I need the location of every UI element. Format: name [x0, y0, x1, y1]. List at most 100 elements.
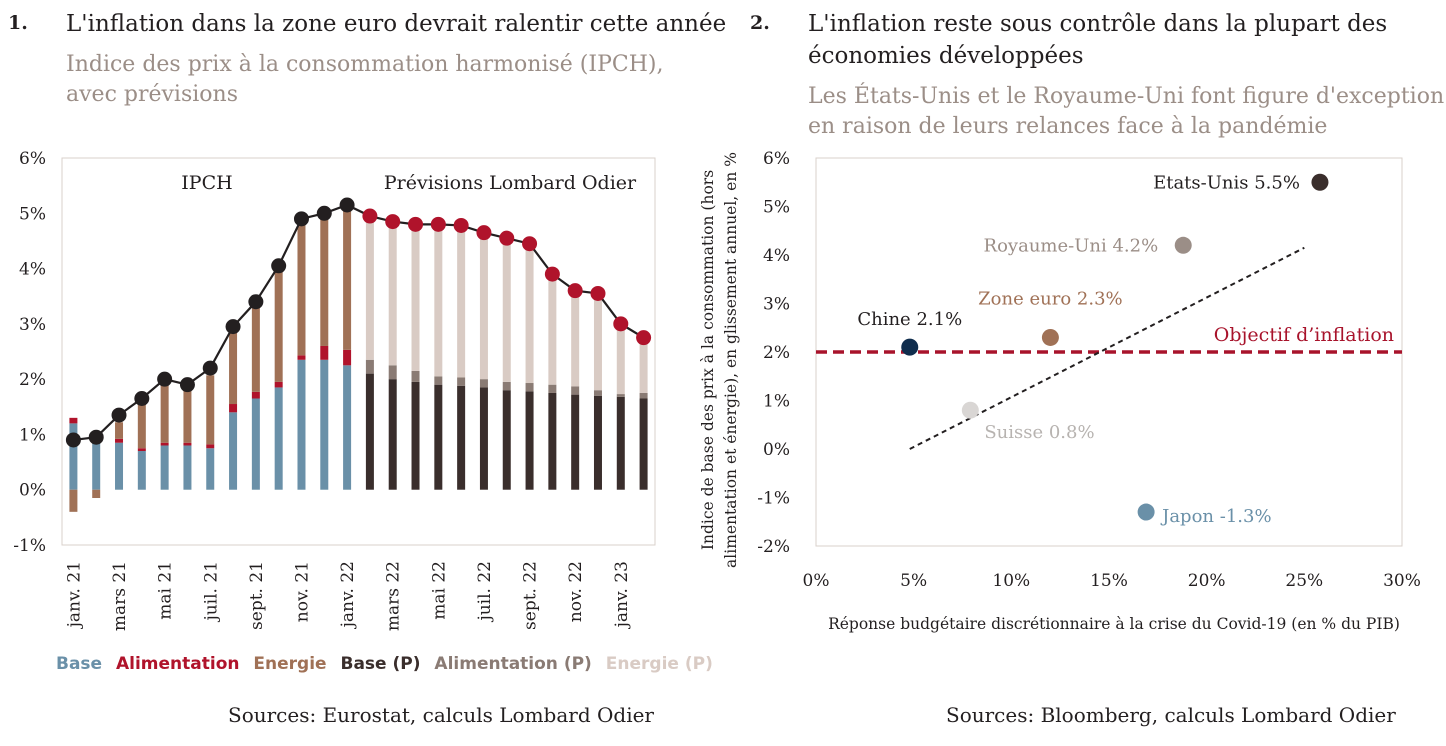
bar-segment-energy: [206, 375, 215, 445]
bar-segment-food_p: [525, 383, 534, 392]
bar-segment-base_p: [571, 394, 580, 490]
bar-segment-energy_p: [571, 289, 580, 387]
bar-segment-energy: [251, 306, 260, 392]
ipch-point: [225, 319, 241, 335]
bar-segment-base: [160, 445, 169, 490]
y-tick-label: 1%: [763, 392, 790, 412]
bar-segment-food_p: [593, 390, 602, 396]
chart1-subtitle-1: Indice des prix à la consommation harmon…: [66, 52, 664, 77]
bar-segment-food: [251, 391, 260, 399]
bar-segment-base_p: [502, 390, 511, 490]
bar-segment-base_p: [639, 398, 648, 490]
forecast-point: [385, 214, 401, 230]
bar-segment-energy_p: [479, 232, 488, 380]
chart1-source: Sources: Eurostat, calculs Lombard Odier: [228, 703, 654, 727]
point-name: Royaume-Uni: [984, 235, 1113, 256]
bar-segment-energy_p: [411, 224, 420, 371]
y-tick-label: 0%: [763, 440, 790, 460]
y-tick-label: -1%: [757, 489, 790, 509]
annotation-ipch: IPCH: [181, 172, 232, 194]
legend-energy-p: Energie (P): [605, 654, 713, 674]
bar-segment-energy_p: [457, 225, 466, 378]
bar-segment-food: [206, 444, 215, 449]
legend-base-p: Base (P): [340, 654, 421, 674]
bar-segment-base: [229, 412, 238, 490]
legend-base: Base: [56, 654, 103, 674]
annotation-forecast: Prévisions Lombard Odier: [384, 172, 637, 194]
x-tick-label: juil. 22: [475, 561, 495, 623]
bar-segment-energy: [115, 422, 124, 439]
bar-segment-base_p: [365, 373, 374, 490]
y-tick-label: 4%: [19, 260, 46, 280]
ipch-point: [179, 377, 195, 393]
bar-segment-base: [274, 387, 283, 490]
bar-segment-food_p: [457, 377, 466, 386]
y-axis-label-2: alimentation et énergie), en glissement …: [722, 152, 740, 568]
forecast-point: [430, 216, 446, 232]
ipch-point: [65, 432, 81, 448]
bar-segment-food_p: [616, 394, 625, 397]
ipch-point: [339, 197, 355, 213]
bar-segment-base_p: [616, 396, 625, 490]
bar-segment-food: [160, 442, 169, 446]
chart1-legend: Base Alimentation Energie Base (P) Alime…: [56, 654, 721, 674]
x-tick-label: mai 21: [156, 561, 176, 620]
point-label-suisse: Suisse 0.8%: [984, 422, 1094, 443]
legend-energy: Energie: [253, 654, 327, 674]
x-tick-label: 20%: [1188, 571, 1226, 591]
ipch-line: [73, 203, 645, 442]
bar-segment-food_p: [571, 386, 580, 395]
x-tick-label: janv. 22: [338, 561, 358, 629]
point-name: Zone euro: [978, 288, 1077, 309]
bar-segment-food_p: [434, 376, 443, 385]
chart2-subtitle-1: Les États-Unis et le Royaume-Uni font fi…: [808, 84, 1445, 109]
x-tick-label: juil. 21: [201, 561, 221, 623]
forecast-point: [362, 208, 378, 224]
bar-segment-base_p: [411, 381, 420, 490]
point-label-zone-euro: Zone euro 2.3%: [978, 288, 1122, 309]
bar-segment-food: [137, 448, 146, 452]
chart2-number: 2.: [750, 12, 770, 34]
forecast-point: [590, 285, 606, 301]
bar-segment-energy_p: [593, 293, 602, 391]
bar-segment-food_p: [548, 384, 557, 393]
x-tick-label: 0%: [803, 571, 830, 591]
inflation-target-label: Objectif d’inflation: [1214, 324, 1394, 346]
x-tick-label: nov. 21: [292, 561, 312, 622]
bar-segment-base: [137, 451, 146, 490]
ipch-point: [88, 429, 104, 445]
chart1-title: L'inflation dans la zone euro devrait ra…: [66, 11, 727, 37]
bar-segment-base: [92, 442, 101, 490]
bar-segment-base_p: [479, 387, 488, 490]
bar-segment-base: [297, 359, 306, 490]
forecast-point: [613, 316, 629, 332]
y-tick-label: 2%: [19, 370, 46, 390]
bar-segment-food: [297, 355, 306, 360]
trend-line: [909, 246, 1305, 450]
bar-segment-energy: [343, 206, 352, 350]
y-tick-label: 6%: [763, 149, 790, 169]
bar-segment-food: [320, 345, 329, 360]
ipch-point: [316, 205, 332, 221]
bar-segment-food: [183, 442, 192, 446]
bar-segment-food: [69, 417, 78, 424]
ipch-point: [293, 211, 309, 227]
x-axis-label: Réponse budgétaire discrétionnaire à la …: [828, 615, 1400, 633]
chart1-subtitle-2: avec prévisions: [66, 82, 238, 107]
bar-segment-food_p: [411, 370, 420, 382]
ipch-point: [248, 294, 264, 310]
x-tick-label: janv. 23: [612, 561, 632, 629]
bar-segment-energy_p: [525, 244, 534, 384]
bar-segment-energy: [320, 216, 329, 346]
bar-segment-food_p: [365, 359, 374, 374]
point-royaume-uni: [1174, 236, 1192, 254]
forecast-point: [453, 217, 469, 233]
ipch-point: [157, 371, 173, 387]
bar-segment-energy: [183, 384, 192, 443]
bar-segment-energy: [274, 268, 283, 382]
bar-segment-base_p: [593, 395, 602, 490]
chart2-title-2: économies développées: [808, 43, 1084, 69]
point-name: Etats-Unis: [1153, 172, 1254, 193]
bar-segment-energy: [160, 384, 169, 443]
bar-segment-energy_p: [388, 224, 397, 366]
